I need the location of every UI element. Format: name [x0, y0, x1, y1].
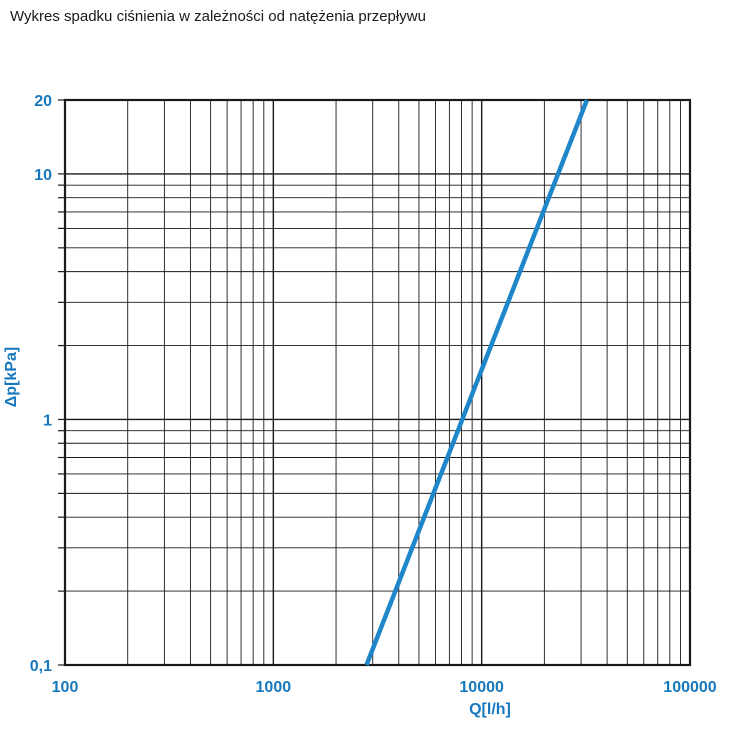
- x-tick-label: 100: [52, 679, 79, 696]
- x-axis-label: Q[l/h]: [469, 701, 511, 718]
- y-tick-label: 0,1: [30, 658, 52, 675]
- y-tick-label: 1: [43, 412, 52, 429]
- chart-title: Wykres spadku ciśnienia w zależności od …: [10, 8, 426, 25]
- x-tick-label: 100000: [663, 679, 716, 696]
- y-tick-label: 20: [34, 93, 52, 110]
- x-tick-label: 1000: [256, 679, 292, 696]
- x-tick-label: 10000: [459, 679, 504, 696]
- y-tick-label: 10: [34, 167, 52, 184]
